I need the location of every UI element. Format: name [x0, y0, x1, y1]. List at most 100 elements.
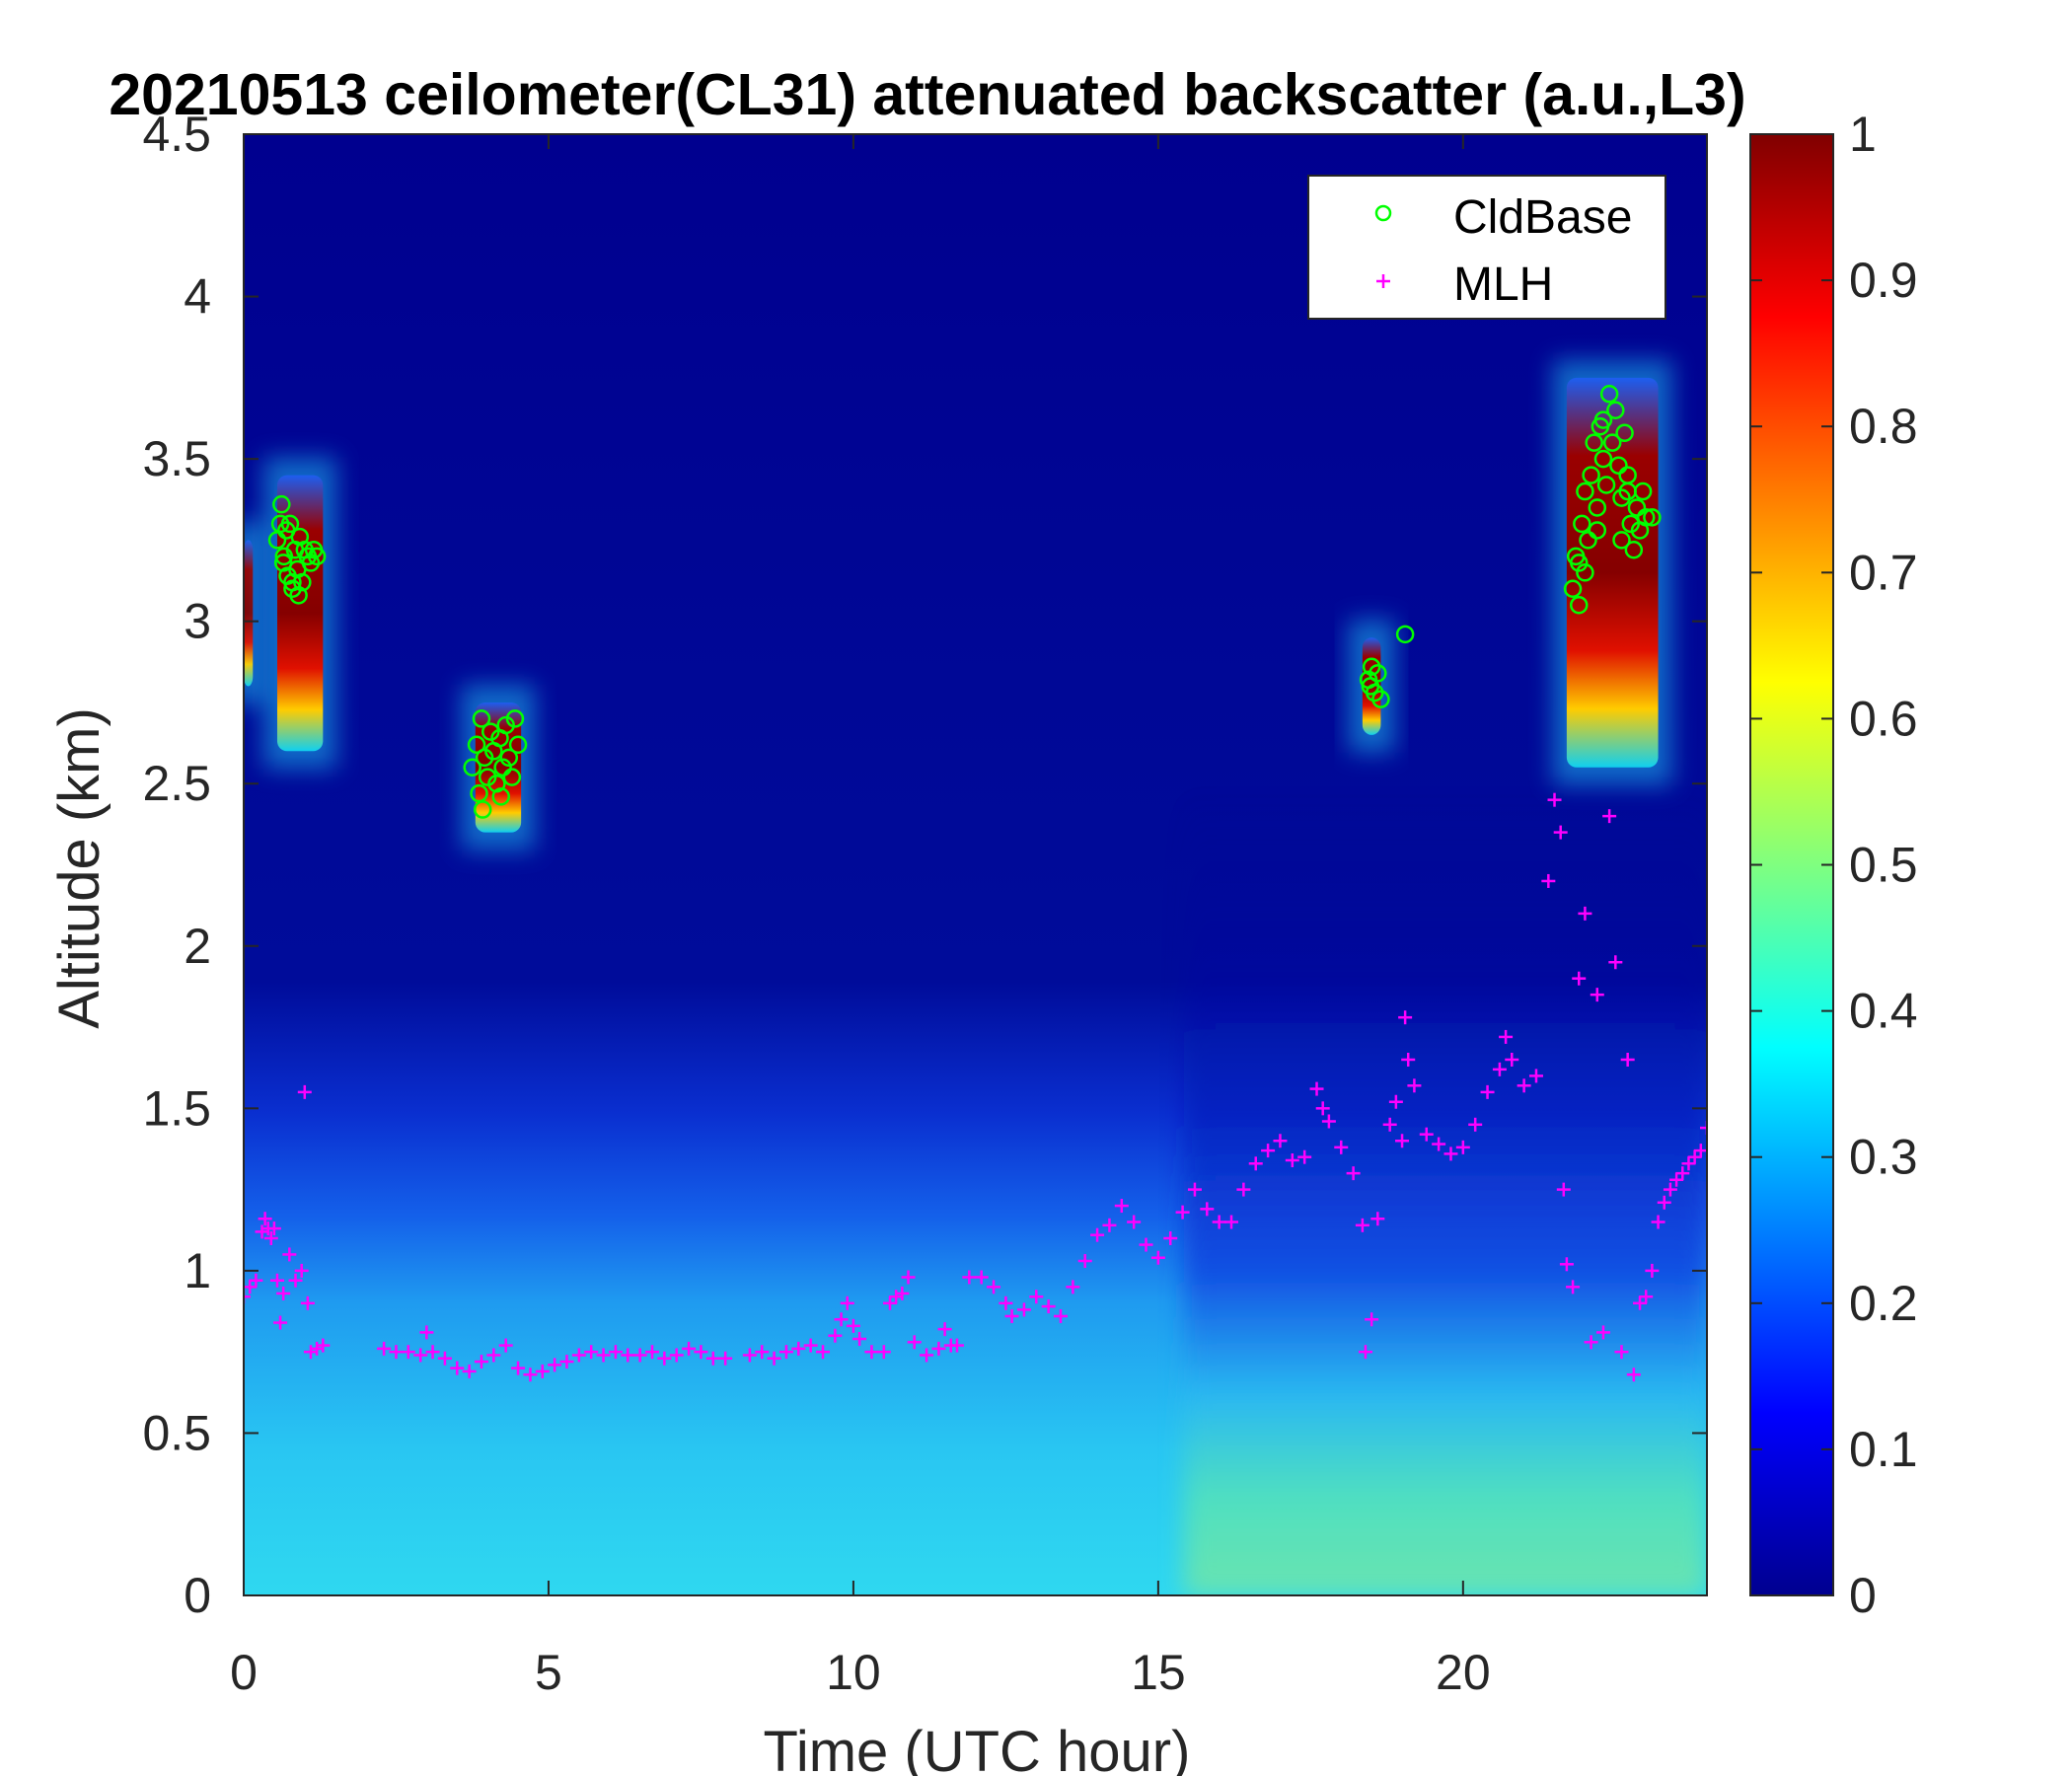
- mlh-point: [974, 1270, 989, 1285]
- mlh-point: [895, 1286, 910, 1300]
- colorbar-tick-label: 0.4: [1849, 984, 1918, 1039]
- mlh-point: [266, 1221, 281, 1236]
- mlh-point: [742, 1348, 757, 1363]
- mlh-point: [1626, 1368, 1641, 1382]
- mlh-point: [1633, 1295, 1648, 1310]
- mlh-point: [584, 1345, 599, 1360]
- mlh-point: [889, 1290, 904, 1304]
- mlh-point: [1285, 1152, 1299, 1167]
- cldbase-point: [1361, 677, 1380, 696]
- mlh-point: [273, 1315, 288, 1330]
- mlh-point: [755, 1345, 770, 1360]
- cldbase-point: [307, 547, 327, 566]
- cldbase-point: [1621, 514, 1641, 534]
- mlh-point: [1407, 1078, 1422, 1093]
- cldbase-point: [1371, 690, 1390, 708]
- mlh-point: [249, 1273, 263, 1288]
- cldbase-point: [508, 735, 528, 754]
- mlh-point: [1566, 1280, 1581, 1295]
- cldbase-point: [1563, 579, 1583, 599]
- mlh-point: [1041, 1299, 1056, 1314]
- cldbase-point: [475, 748, 494, 768]
- mlh-point: [682, 1341, 697, 1356]
- mlh-point: [310, 1341, 325, 1356]
- mlh-point: [901, 1270, 916, 1285]
- mlh-point: [1370, 1212, 1385, 1226]
- mlh-point: [791, 1341, 806, 1356]
- x-tick-label: 20: [1436, 1645, 1491, 1700]
- cldbase-point: [491, 787, 511, 806]
- mlh-point: [1443, 1147, 1458, 1161]
- mlh-point: [486, 1348, 501, 1363]
- mlh-point: [816, 1345, 831, 1360]
- cldbase-point: [473, 800, 492, 819]
- mlh-point: [596, 1348, 611, 1363]
- cldbase-point: [1609, 456, 1628, 475]
- cldbase-point: [1624, 541, 1644, 559]
- mlh-point: [1432, 1137, 1446, 1151]
- mlh-markers: [244, 792, 1707, 1382]
- mlh-point: [294, 1263, 309, 1278]
- mlh-point: [931, 1341, 946, 1356]
- mlh-point: [437, 1351, 452, 1366]
- y-tick-label: 1.5: [142, 1080, 211, 1136]
- mlh-point: [1687, 1149, 1702, 1164]
- cldbase-point: [283, 572, 302, 592]
- mlh-point: [269, 1273, 284, 1288]
- mlh-point: [669, 1348, 684, 1363]
- cldbase-point: [1585, 433, 1603, 452]
- mlh-point: [1236, 1182, 1251, 1197]
- legend-mlh-label: MLH: [1453, 259, 1553, 311]
- mlh-point: [1004, 1308, 1019, 1323]
- y-tick-label: 3.5: [142, 431, 211, 486]
- mlh-point: [1693, 1144, 1707, 1158]
- mlh-point: [1614, 1345, 1629, 1360]
- cldbase-point: [487, 774, 506, 793]
- colorbar-tick-label: 0.2: [1849, 1276, 1918, 1331]
- mlh-point: [987, 1280, 1001, 1295]
- y-tick-label: 0: [184, 1568, 211, 1623]
- mlh-point: [1200, 1202, 1215, 1217]
- mlh-point: [548, 1358, 562, 1372]
- x-tick-label: 5: [535, 1645, 562, 1700]
- cldbase-point: [280, 514, 300, 534]
- y-axis: 0 0.5 1 1.5 2 2.5 3 3.5 4 4.5: [142, 107, 1707, 1623]
- mlh-point: [1102, 1218, 1117, 1232]
- cldbase-point: [1627, 498, 1647, 517]
- mlh-point: [1553, 825, 1568, 840]
- y-tick-label: 1: [184, 1243, 211, 1298]
- cldbase-point: [1579, 531, 1597, 550]
- cldbase-point: [505, 709, 525, 728]
- y-axis-label: Altitude (km): [47, 707, 111, 1029]
- chart-title: 20210513 ceilometer(CL31) attenuated bac…: [109, 62, 1745, 127]
- mlh-point: [316, 1338, 331, 1353]
- mlh-point: [559, 1355, 574, 1369]
- y-tick-label: 4: [184, 269, 211, 325]
- mlh-point: [244, 1290, 251, 1304]
- cldbase-point: [1602, 433, 1622, 452]
- mlh-point: [1401, 1052, 1416, 1067]
- mlh-point: [907, 1335, 922, 1350]
- cldbase-point: [1582, 466, 1600, 484]
- mlh-point: [1358, 1345, 1372, 1360]
- y-tick-label: 2.5: [142, 756, 211, 811]
- cldbase-point: [478, 768, 497, 786]
- mlh-point: [303, 1345, 318, 1360]
- cldbase-point: [467, 735, 486, 754]
- mlh-point: [1541, 873, 1556, 888]
- cldbase-point: [1636, 508, 1656, 527]
- cldbase-point: [1569, 595, 1589, 615]
- mlh-point: [282, 1247, 297, 1262]
- mlh-point: [621, 1348, 635, 1363]
- mlh-point: [297, 1084, 312, 1099]
- mlh-point: [1297, 1149, 1312, 1164]
- mlh-point: [949, 1338, 964, 1353]
- mlh-point: [523, 1368, 538, 1382]
- cldbase-point: [481, 722, 500, 741]
- colorbar-tick-label: 0.9: [1849, 253, 1918, 308]
- mlh-point: [1016, 1302, 1031, 1317]
- mlh-point: [937, 1322, 952, 1337]
- mlh-point: [1700, 1121, 1707, 1136]
- mlh-point: [1163, 1230, 1178, 1245]
- cldbase-point: [1606, 401, 1625, 419]
